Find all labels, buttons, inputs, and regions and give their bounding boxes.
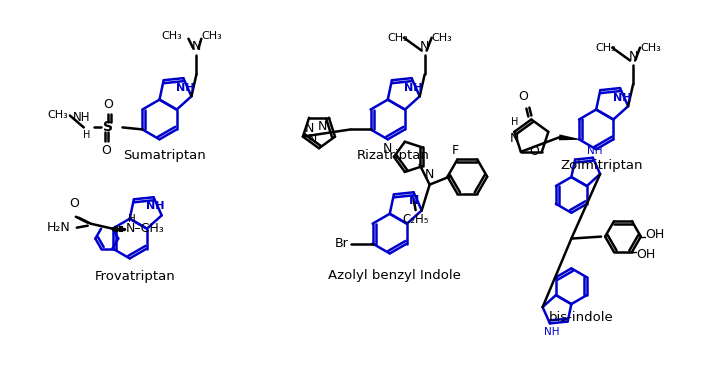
Text: N: N: [510, 132, 519, 145]
Text: O: O: [529, 145, 539, 158]
Text: F: F: [452, 143, 459, 156]
Text: NH: NH: [544, 327, 560, 337]
Text: Br: Br: [335, 237, 349, 250]
Text: CH₃: CH₃: [162, 31, 182, 41]
Text: NH: NH: [147, 201, 165, 211]
Text: Azolyl benzyl Indole: Azolyl benzyl Indole: [328, 269, 461, 282]
Text: NH: NH: [613, 93, 631, 103]
Text: CH₃: CH₃: [47, 109, 68, 120]
Text: CH₃: CH₃: [596, 43, 616, 52]
Text: N: N: [628, 50, 638, 62]
Text: N: N: [305, 121, 315, 135]
Text: NH: NH: [405, 83, 423, 93]
Text: Zolmitriptan: Zolmitriptan: [560, 159, 642, 172]
Text: NH: NH: [587, 146, 603, 156]
Text: N: N: [317, 120, 327, 133]
Text: H: H: [511, 117, 518, 127]
Text: N: N: [425, 168, 434, 181]
Text: CH₃: CH₃: [387, 33, 408, 43]
Text: Frovatriptan: Frovatriptan: [94, 270, 175, 283]
Text: NH: NH: [176, 83, 194, 93]
Polygon shape: [559, 134, 579, 140]
Text: Sumatriptan: Sumatriptan: [123, 149, 206, 162]
Text: O: O: [518, 90, 528, 103]
Text: NH: NH: [73, 112, 91, 124]
Text: OH: OH: [645, 228, 664, 241]
Text: N–CH₃: N–CH₃: [125, 222, 164, 235]
Text: S: S: [102, 120, 112, 134]
Text: C₂H₅: C₂H₅: [403, 213, 429, 226]
Text: O: O: [102, 144, 112, 157]
Text: Rizatriptan: Rizatriptan: [356, 149, 429, 162]
Text: N: N: [307, 133, 317, 146]
Text: bis-indole: bis-indole: [549, 311, 613, 324]
Text: OH: OH: [636, 248, 655, 261]
Text: H₂N: H₂N: [47, 221, 71, 234]
Text: H: H: [129, 214, 136, 224]
Text: O: O: [69, 197, 79, 210]
Text: CH₃: CH₃: [432, 33, 453, 43]
Text: CH₃: CH₃: [640, 43, 661, 52]
Text: N: N: [420, 40, 430, 52]
Text: N: N: [192, 40, 201, 52]
Text: N: N: [383, 142, 392, 155]
Text: CH₃: CH₃: [202, 31, 222, 41]
Text: O: O: [104, 98, 114, 110]
Text: H: H: [84, 130, 91, 141]
Text: N: N: [408, 194, 419, 207]
